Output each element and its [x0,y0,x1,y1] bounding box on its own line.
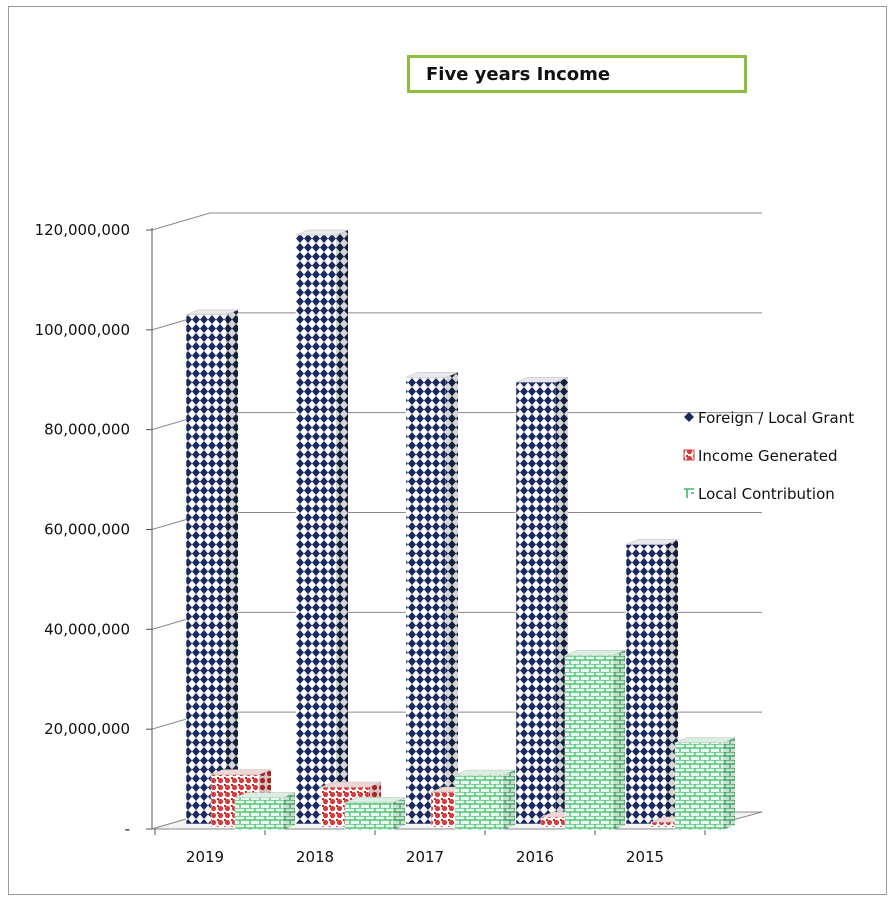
y-tick-label: 20,000,000 [44,720,130,738]
bar-top [625,539,679,545]
bar-front [295,234,337,825]
bar-front [674,742,724,831]
bar-2016-foreign-local-grant [515,376,569,825]
x-tick-label: 2018 [296,848,334,866]
y-tick-label: 60,000,000 [44,521,130,539]
bar-top [234,792,296,798]
bar-front [625,544,667,825]
bar-2019-local-contribution [234,792,296,831]
bar-top [295,229,349,236]
bar-2019-foreign-local-grant [185,309,239,825]
legend-label: Foreign / Local Grant [698,409,854,427]
bar-side [503,770,515,830]
legend-item: Foreign / Local Grant [684,409,854,427]
legend-swatch [683,449,695,461]
bar-front [454,774,504,831]
bar-side [446,372,458,824]
legend-item: Income Generated [683,447,838,465]
grid-diagonal [151,212,211,231]
x-tick-label: 2019 [186,848,224,866]
bar-2015-local-contribution [674,737,736,831]
y-tick-label: 80,000,000 [44,421,130,439]
legend-swatch [684,412,694,422]
y-tick-label: 100,000,000 [35,321,130,339]
bar-2018-local-contribution [344,797,406,831]
bar-side [283,792,295,830]
bar-top [344,797,406,803]
bar-top [320,781,382,788]
bars [185,229,736,831]
bar-top [210,769,272,775]
chart-title: Five years Income [407,55,747,93]
x-tick-label: 2016 [516,848,554,866]
bar-side [723,737,735,830]
legend: Foreign / Local Grant Income Generated Loc… [683,409,854,503]
bar-side [613,650,625,830]
tick-labels: - 20,000,000 40,000,000 60,000,000 80,000,00… [35,221,665,866]
bar-side [226,309,238,825]
bar-2017-foreign-local-grant [405,371,459,825]
bar-front [185,314,227,825]
bar-top [405,371,459,378]
y-tick-label: 120,000,000 [35,221,130,239]
bar-top [674,737,736,743]
legend-swatch [684,488,694,498]
bar-top [185,309,239,316]
bar-front [564,655,614,831]
x-tick-label: 2017 [406,848,444,866]
x-tick-label: 2015 [626,848,664,866]
bar-top [515,376,569,383]
legend-label: Local Contribution [698,485,835,503]
bar-front [234,797,284,831]
bar-top [564,650,626,656]
y-tick-label: 40,000,000 [44,620,130,638]
bar-2018-foreign-local-grant [295,229,349,825]
bar-front [344,802,394,831]
legend-label: Income Generated [698,447,838,465]
bar-2015-foreign-local-grant [625,539,679,825]
bar-side [393,797,405,830]
legend-item: Local Contribution [684,485,835,503]
bar-side [336,229,348,824]
bar-2017-local-contribution [454,769,516,831]
bar-front [515,381,557,825]
bar-front [405,376,447,825]
y-tick-label: - [125,820,130,838]
bar-top [454,769,516,776]
bar-2016-local-contribution [564,650,626,831]
